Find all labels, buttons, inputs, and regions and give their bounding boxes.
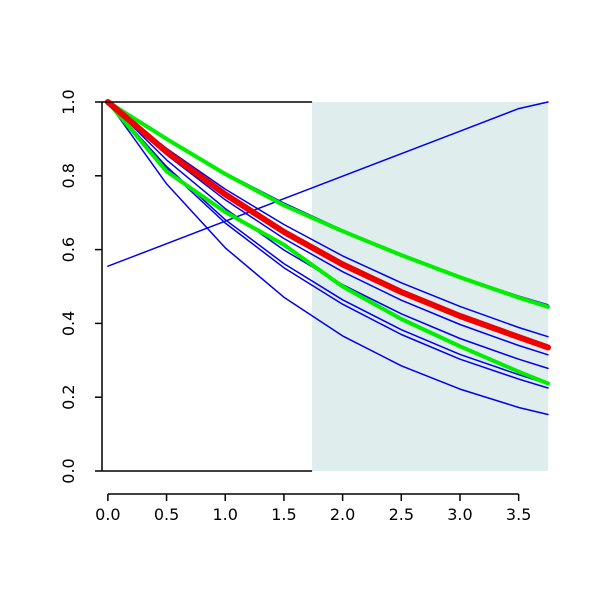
series-layer — [104, 99, 551, 416]
series-line-1 — [107, 101, 549, 267]
x-tick-label: 0.5 — [154, 505, 179, 524]
y-tick-label: 0.4 — [59, 311, 78, 336]
x-axis-ticks: 0.0 0.5 1.0 1.5 2.0 2.5 3.0 3.5 — [95, 493, 531, 524]
y-tick-label: 0.0 — [59, 458, 78, 483]
x-tick-label: 1.0 — [213, 505, 238, 524]
x-tick-label: 3.0 — [447, 505, 472, 524]
axes — [101, 101, 313, 472]
x-tick-label: 2.5 — [389, 505, 414, 524]
x-tick-label: 2.0 — [330, 505, 355, 524]
series-line-10 — [105, 100, 550, 309]
y-tick-label: 1.0 — [59, 89, 78, 114]
series-line-11 — [105, 100, 550, 386]
series-line-3 — [107, 101, 549, 338]
x-tick-label: 1.5 — [271, 505, 296, 524]
series-line-5 — [107, 101, 549, 356]
y-axis-ticks: 0.0 0.2 0.4 0.6 0.8 1.0 — [59, 89, 102, 484]
series-line-12 — [104, 99, 551, 351]
y-tick-label: 0.8 — [59, 163, 78, 188]
y-tick-label: 0.6 — [59, 237, 78, 262]
x-tick-label: 0.0 — [95, 505, 120, 524]
y-tick-label: 0.2 — [59, 384, 78, 409]
shaded-region — [312, 102, 548, 471]
shaded-region-layer — [312, 102, 548, 471]
series-line-9 — [107, 101, 549, 416]
x-tick-label: 3.5 — [506, 505, 531, 524]
